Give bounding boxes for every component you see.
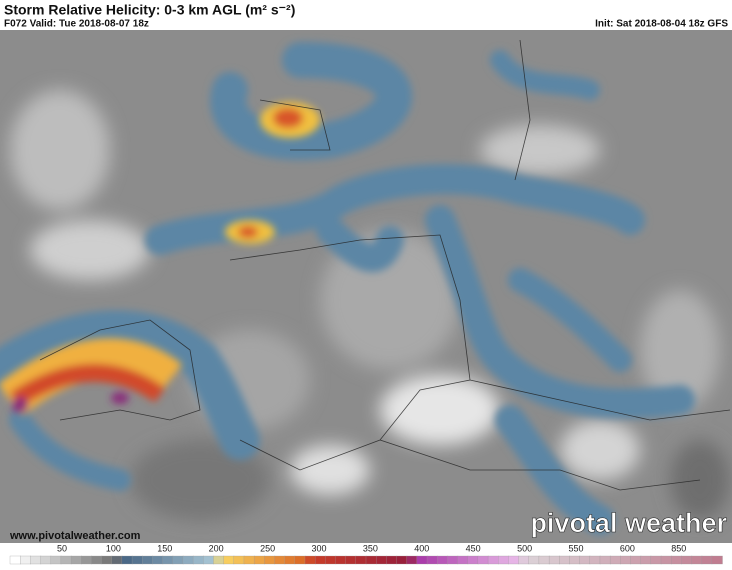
colorbar-swatch (660, 555, 672, 565)
colorbar-label: 50 (57, 543, 67, 553)
colorbar-label: 350 (363, 543, 378, 553)
colorbar-swatch (599, 555, 611, 565)
colorbar: 50 100 150 200 250 300 350 400 450 500 550 600 850 (9, 543, 723, 565)
colorbar-swatch (457, 555, 469, 565)
colorbar-label: 100 (106, 543, 121, 553)
website: www.pivotalweather.com (9, 530, 141, 542)
colorbar-swatch (40, 555, 52, 565)
colorbar-swatch (172, 555, 184, 565)
colorbar-swatch (569, 555, 581, 565)
colorbar-swatch (681, 555, 693, 565)
colorbar-label: 250 (260, 543, 275, 553)
colorbar-swatch (376, 555, 387, 565)
colorbar-label: 150 (157, 543, 172, 553)
colorbar-swatch (437, 555, 449, 565)
colorbar-swatch (121, 555, 133, 565)
logo: pivotal weather (530, 508, 727, 538)
colorbar-swatch (518, 555, 530, 565)
colorbar-swatch (396, 555, 408, 565)
colorbar-swatch (528, 555, 540, 565)
colorbar-swatch (670, 555, 682, 565)
colorbar-swatch (223, 555, 235, 565)
colorbar-swatch (345, 555, 357, 565)
colorbar-swatch (91, 555, 103, 565)
colorbar-swatch (304, 555, 316, 565)
colorbar-swatch (355, 555, 367, 565)
colorbar-swatch (620, 555, 632, 565)
colorbar-swatch (253, 555, 265, 565)
colorbar-label: 600 (620, 543, 635, 553)
colorbar-swatch (9, 555, 21, 565)
colorbar-swatch (548, 555, 560, 565)
colorbar-swatch (50, 555, 62, 565)
colorbar-swatch (274, 555, 286, 565)
colorbar-swatch (701, 555, 713, 565)
colorbar-swatch (81, 555, 93, 565)
colorbar-swatch (650, 555, 662, 565)
colorbar-swatch (60, 555, 72, 565)
colorbar-label: 400 (414, 543, 429, 553)
colorbar-swatch (609, 555, 621, 565)
colorbar-swatch (365, 555, 377, 565)
colorbar-label: 500 (517, 543, 532, 553)
colorbar-swatch (630, 555, 642, 565)
colorbar-swatch (314, 555, 326, 565)
colorbar-swatch (233, 555, 245, 565)
colorbar-swatch (325, 555, 337, 565)
colorbar-swatch (30, 555, 42, 565)
colorbar-swatch (426, 555, 438, 565)
colorbar-swatch (70, 555, 82, 565)
colorbar-swatch (416, 555, 428, 565)
colorbar-swatch (284, 555, 296, 565)
colorbar-swatch (447, 555, 459, 565)
colorbar-label: 850 (671, 543, 686, 553)
colorbar-swatch (243, 555, 255, 565)
valid-time: F072 Valid: Tue 2018-08-07 18z (4, 19, 149, 30)
colorbar-swatch (111, 555, 123, 565)
colorbar-swatch (559, 555, 571, 565)
colorbar-swatch (467, 555, 479, 565)
colorbar-swatch (691, 555, 703, 565)
colorbar-swatch (203, 555, 215, 565)
colorbar-swatch (589, 555, 601, 565)
colorbar-label: 450 (466, 543, 481, 553)
colorbar-label: 200 (209, 543, 224, 553)
colorbar-swatch (538, 555, 550, 565)
colorbar-swatch (131, 555, 143, 565)
colorbar-swatch (711, 555, 723, 565)
colorbar-swatch (406, 555, 418, 565)
colorbar-swatch (294, 555, 306, 565)
colorbar-swatch (386, 555, 398, 565)
init-time: Init: Sat 2018-08-04 18z GFS (595, 19, 728, 30)
colorbar-swatch (477, 555, 489, 565)
colorbar-swatch (152, 555, 164, 565)
colorbar-label: 300 (311, 543, 326, 553)
colorbar-swatch (213, 555, 225, 565)
colorbar-swatch (142, 555, 154, 565)
colorbar-swatch (20, 555, 31, 565)
colorbar-swatch (640, 555, 652, 565)
colorbar-swatch (487, 555, 499, 565)
title: Storm Relative Helicity: 0-3 km AGL (m² … (4, 2, 295, 18)
colorbar-swatch (498, 555, 510, 565)
colorbar-swatch (192, 555, 204, 565)
colorbar-swatch (508, 555, 520, 565)
map (0, 30, 732, 543)
colorbar-swatch (579, 555, 591, 565)
colorbar-label: 550 (568, 543, 583, 553)
colorbar-swatch (264, 555, 276, 565)
colorbar-swatch (162, 555, 174, 565)
colorbar-swatch (335, 555, 347, 565)
colorbar-swatch (101, 555, 113, 565)
colorbar-swatch (182, 555, 194, 565)
